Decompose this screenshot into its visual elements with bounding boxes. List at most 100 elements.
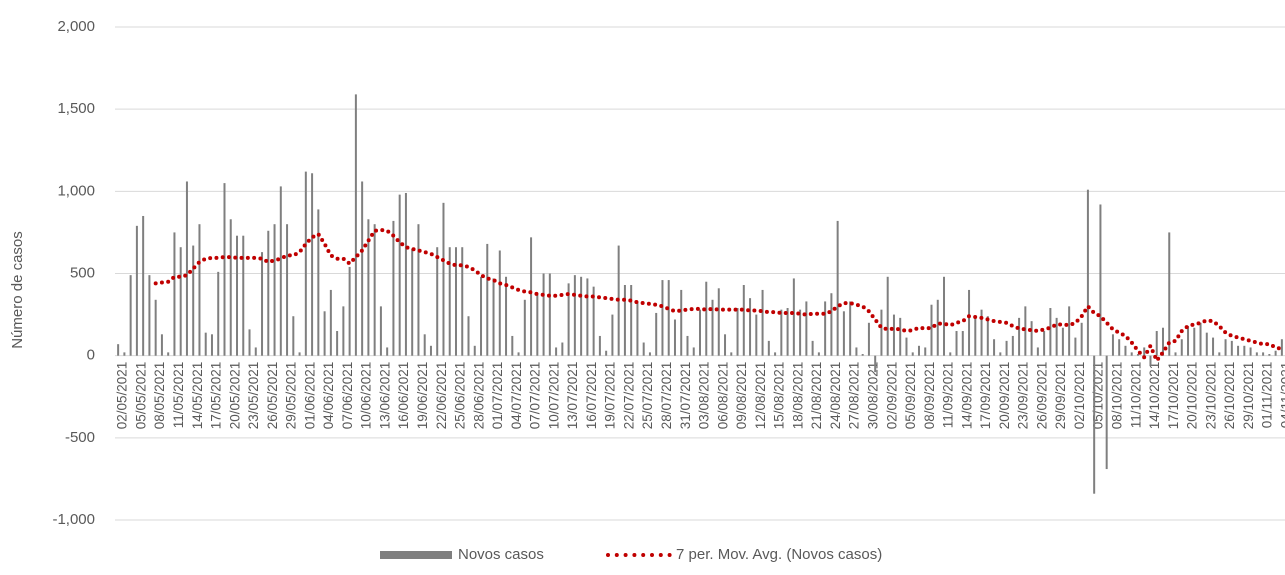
bar [755,314,758,356]
bar [705,281,708,356]
bar [667,280,670,356]
bar [1155,331,1158,356]
bar [448,247,451,356]
bar [348,266,351,356]
bar [392,220,395,356]
bar [354,94,357,356]
bar [323,311,326,356]
x-tick-label: 20/05/2021 [227,362,242,430]
x-tick-label: 17/05/2021 [209,362,224,430]
x-tick-label: 14/05/2021 [190,362,205,430]
bar [1143,347,1146,356]
bar [911,352,914,356]
bar [361,181,364,356]
y-axis-title: Número de casos [9,231,26,349]
bar [774,352,777,356]
bar [298,352,301,356]
bar [805,301,808,356]
x-tick-label: 20/10/2021 [1185,362,1200,430]
bar [229,219,232,356]
x-tick-label: 31/07/2021 [678,362,693,430]
bar [286,224,289,356]
x-tick-label: 30/08/2021 [865,362,880,430]
bar [686,335,689,356]
bar [436,247,439,356]
bar [742,285,745,356]
x-tick-label: 28/07/2021 [659,362,674,430]
bar [1180,339,1183,356]
bar [217,271,220,356]
moving-average-line [153,227,1284,365]
bar [811,340,814,356]
bar [661,280,664,356]
bar [135,225,138,356]
bar [580,276,583,356]
bar [842,311,845,356]
bar [1030,321,1033,356]
bar [1118,339,1121,356]
bar [1193,327,1196,356]
bar [711,299,714,356]
bar [717,288,720,356]
bar [1249,347,1252,356]
bar [1161,327,1164,356]
bar [536,294,539,356]
bar [1237,345,1240,356]
legend-label: Novos casos [458,546,544,563]
bar [517,352,520,356]
x-tick-label: 09/08/2021 [734,362,749,430]
bar [461,247,464,356]
bar [467,316,470,356]
bar [1111,334,1114,356]
bar [855,347,858,356]
bar [561,342,564,356]
bar [611,314,614,356]
bar [329,289,332,356]
bar [974,317,977,356]
bar [886,276,889,356]
bar [892,314,895,356]
bar [824,301,827,356]
bar [993,339,996,356]
bar [1280,339,1283,356]
bar [943,276,946,356]
bar [680,289,683,356]
bar [955,331,958,356]
x-tick-label: 17/09/2021 [978,362,993,430]
bar [1212,337,1215,356]
x-tick-label: 01/11/2021 [1260,362,1275,429]
x-tick-label: 12/08/2021 [753,362,768,430]
bar [861,354,864,356]
bar [530,237,533,356]
bar [980,309,983,356]
bar [1086,189,1089,356]
x-tick-label: 13/06/2021 [377,362,392,430]
bar [1130,352,1133,356]
bar [404,192,407,356]
x-tick-label: 01/07/2021 [490,362,505,430]
bar [148,275,151,356]
y-tick-label: 0 [87,347,95,364]
bar [398,194,401,356]
bar [761,289,764,356]
bar [423,334,426,356]
bar [949,352,952,356]
x-tick-label: 23/10/2021 [1203,362,1218,430]
bar [592,286,595,356]
bar [673,319,676,356]
x-tick-label: 11/10/2021 [1128,362,1143,429]
x-tick-label: 11/05/2021 [171,362,186,429]
bar [880,309,883,356]
bar [648,352,651,356]
bar [204,332,207,356]
x-tick-label: 26/05/2021 [265,362,280,430]
x-tick-label: 05/05/2021 [133,362,148,430]
bar [692,347,695,356]
bar [129,275,132,356]
x-tick-label: 08/09/2021 [922,362,937,430]
bar [1043,331,1046,356]
bar [849,301,852,356]
x-tick-label: 29/10/2021 [1241,362,1256,430]
bar [480,276,483,356]
